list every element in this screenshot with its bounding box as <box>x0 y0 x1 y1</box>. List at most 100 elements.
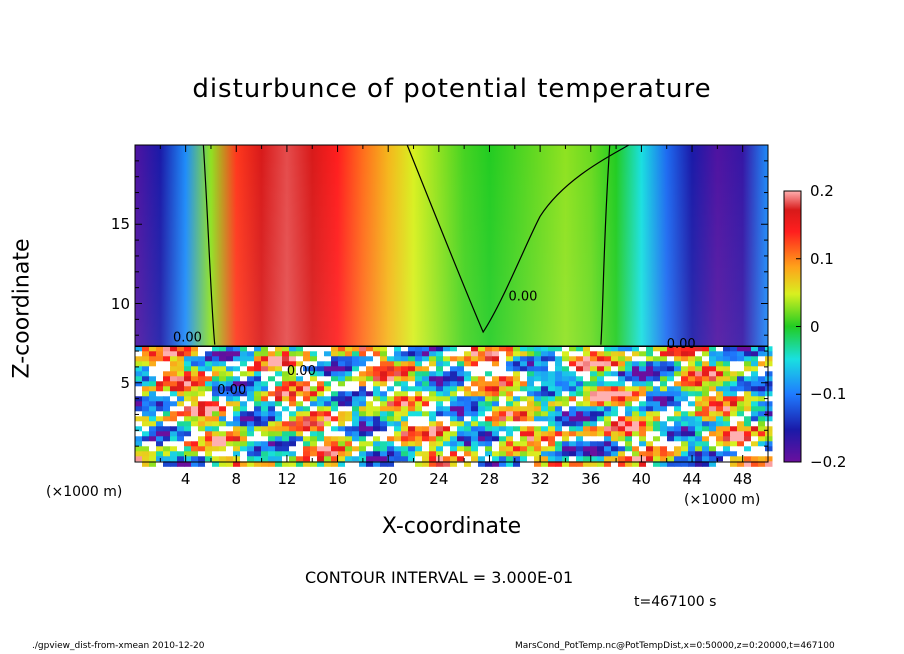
field-cell <box>170 396 178 402</box>
field-cell <box>660 416 668 422</box>
field-cell <box>737 356 745 362</box>
field-cell <box>457 356 465 362</box>
field-cell <box>191 436 199 442</box>
field-cell <box>653 391 661 397</box>
field-cell <box>667 366 675 372</box>
field-cell <box>471 386 479 392</box>
field-cell <box>450 351 458 357</box>
field-cell <box>632 346 640 352</box>
field-cell <box>366 391 374 397</box>
field-cell <box>324 436 332 442</box>
field-cell <box>205 396 213 402</box>
field-cell <box>541 366 549 372</box>
field-cell <box>723 416 731 422</box>
field-cell <box>597 436 605 442</box>
field-cell <box>303 461 311 467</box>
field-cell <box>765 391 773 397</box>
field-cell <box>219 411 227 417</box>
field-cell <box>674 421 682 427</box>
field-cell <box>191 461 199 467</box>
field-cell <box>555 371 563 377</box>
field-cell <box>569 456 577 462</box>
field-cell <box>233 386 241 392</box>
field-cell <box>674 371 682 377</box>
field-cell <box>646 441 654 447</box>
field-cell <box>667 356 675 362</box>
field-cell <box>394 426 402 432</box>
field-cell <box>240 446 248 452</box>
field-cell <box>674 406 682 412</box>
field-cell <box>373 376 381 382</box>
field-cell <box>254 346 262 352</box>
field-cell <box>541 456 549 462</box>
field-cell <box>205 461 213 467</box>
field-cell <box>695 396 703 402</box>
field-cell <box>646 391 654 397</box>
field-cell <box>765 461 773 467</box>
field-cell <box>450 456 458 462</box>
field-cell <box>548 376 556 382</box>
field-cell <box>177 396 185 402</box>
field-cell <box>296 406 304 412</box>
field-cell <box>163 426 171 432</box>
field-cell <box>576 371 584 377</box>
field-cell <box>443 416 451 422</box>
field-cell <box>499 401 507 407</box>
field-cell <box>226 436 234 442</box>
field-cell <box>646 371 654 377</box>
field-cell <box>275 421 283 427</box>
field-cell <box>632 361 640 367</box>
field-cell <box>681 381 689 387</box>
field-cell <box>562 361 570 367</box>
field-cell <box>149 431 157 437</box>
field-cell <box>296 451 304 457</box>
field-cell <box>499 406 507 412</box>
field-cell <box>492 391 500 397</box>
field-cell <box>135 441 143 447</box>
field-cell <box>142 346 150 352</box>
field-cell <box>716 451 724 457</box>
field-cell <box>282 371 290 377</box>
field-cell <box>205 441 213 447</box>
field-cell <box>226 406 234 412</box>
field-cell <box>758 461 766 467</box>
field-cell <box>492 371 500 377</box>
field-cell <box>464 366 472 372</box>
field-cell <box>611 381 619 387</box>
field-cell <box>275 386 283 392</box>
field-cell <box>583 416 591 422</box>
field-cell <box>716 446 724 452</box>
field-cell <box>338 366 346 372</box>
field-cell <box>681 456 689 462</box>
field-cell <box>751 411 759 417</box>
field-cell <box>646 361 654 367</box>
field-cell <box>345 356 353 362</box>
field-cell <box>331 371 339 377</box>
field-cell <box>331 346 339 352</box>
field-cell <box>359 401 367 407</box>
field-cell <box>401 421 409 427</box>
field-cell <box>709 406 717 412</box>
field-cell <box>450 361 458 367</box>
field-cell <box>303 416 311 422</box>
field-cell <box>401 451 409 457</box>
field-cell <box>562 391 570 397</box>
field-cell <box>744 351 752 357</box>
field-cell <box>450 381 458 387</box>
field-cell <box>289 381 297 387</box>
field-cell <box>408 431 416 437</box>
field-cell <box>212 441 220 447</box>
field-cell <box>233 426 241 432</box>
field-cell <box>387 366 395 372</box>
field-cell <box>303 406 311 412</box>
field-cell <box>170 351 178 357</box>
field-cell <box>618 426 626 432</box>
field-cell <box>156 416 164 422</box>
field-cell <box>604 451 612 457</box>
field-cell <box>464 436 472 442</box>
field-cell <box>625 371 633 377</box>
field-cell <box>135 436 143 442</box>
field-cell <box>583 351 591 357</box>
field-cell <box>366 431 374 437</box>
field-cell <box>597 441 605 447</box>
